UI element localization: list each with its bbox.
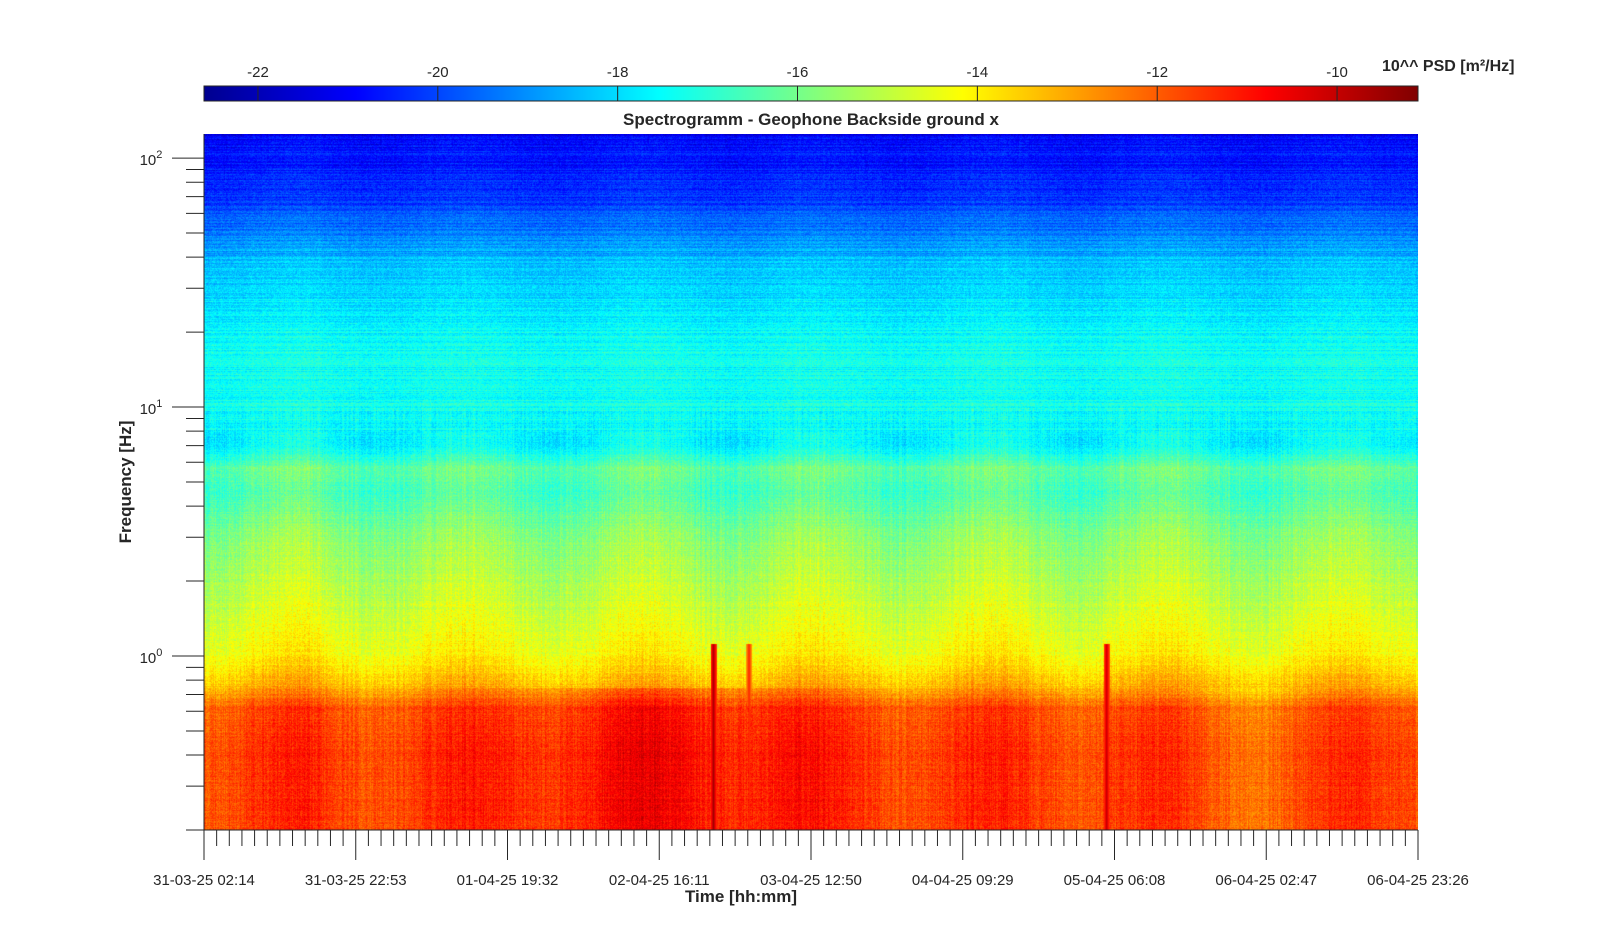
colorbar-tick-label: -20 [427, 64, 449, 81]
x-tick-label: 31-03-25 02:14 [153, 872, 255, 889]
x-tick-label: 03-04-25 12:50 [760, 872, 862, 889]
y-tick-label: 100 [140, 647, 163, 667]
colorbar-label: 10^^ PSD [m²/Hz] [1382, 58, 1514, 75]
x-axis: 31-03-25 02:14 31-03-25 22:53 01-04-25 19:… [153, 829, 1469, 906]
x-ticks: 31-03-25 02:14 31-03-25 22:53 01-04-25 19:… [153, 830, 1469, 889]
x-tick-label: 04-04-25 09:29 [912, 872, 1014, 889]
x-tick-label: 31-03-25 22:53 [305, 872, 407, 889]
plot-area [204, 134, 1418, 830]
x-tick-label: 06-04-25 23:26 [1367, 872, 1469, 889]
colorbar-bar [203, 85, 1419, 102]
colorbar-tick-label: -22 [247, 64, 269, 81]
x-tick-label: 06-04-25 02:47 [1215, 872, 1317, 889]
chart-title: Spectrogramm - Geophone Backside ground … [623, 110, 1000, 129]
colorbar-ticks: -22 -20 -18 -16 -14 -12 -10 [247, 64, 1348, 101]
colorbar-tick-label: -10 [1326, 64, 1348, 81]
colorbar: -22 -20 -18 -16 -14 -12 -10 10^^ PSD [m²/Hz] [203, 58, 1514, 102]
x-tick-label: 02-04-25 16:11 [609, 872, 710, 889]
y-axis: 100 101 102 Frequency [Hz] [116, 134, 205, 831]
y-tick-label: 101 [140, 398, 163, 418]
y-axis-title: Frequency [Hz] [116, 421, 135, 544]
x-axis-title: Time [hh:mm] [685, 887, 797, 906]
x-tick-label: 05-04-25 06:08 [1064, 872, 1166, 889]
colorbar-tick-label: -18 [607, 64, 629, 81]
colorbar-tick-label: -12 [1146, 64, 1168, 81]
x-tick-label: 01-04-25 19:32 [457, 872, 559, 889]
colorbar-tick-label: -16 [787, 64, 809, 81]
colorbar-tick-label: -14 [967, 64, 989, 81]
heatmap-canvas [204, 134, 1418, 830]
y-tick-label: 102 [140, 149, 163, 169]
y-ticks: 100 101 102 [140, 149, 204, 831]
